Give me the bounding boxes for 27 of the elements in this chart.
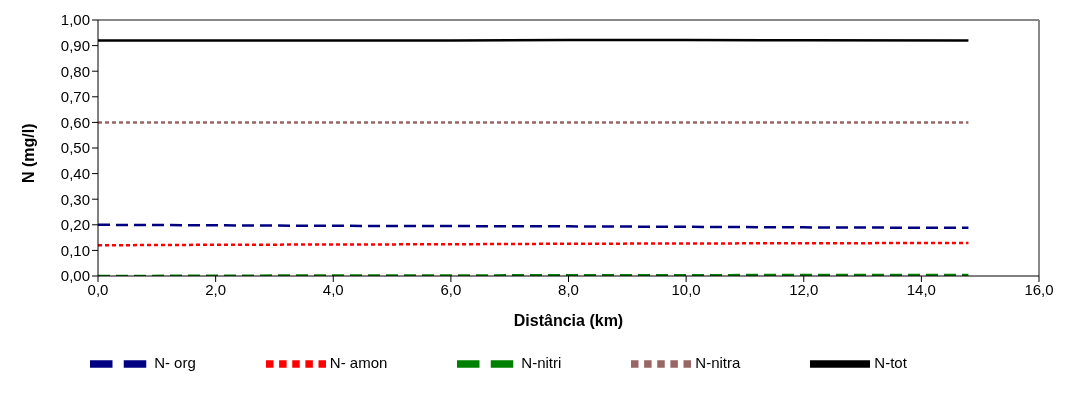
y-tick-label: 0,80 <box>60 62 90 80</box>
legend-label: N- amon <box>329 353 388 371</box>
x-tick-label: 0,0 <box>87 280 109 298</box>
y-tick-label: 0,40 <box>60 164 90 182</box>
x-tick-label: 2,0 <box>205 280 227 298</box>
y-tick-label: 0,20 <box>60 216 90 234</box>
x-tick-label: 10,0 <box>671 280 701 298</box>
legend-label: N-nitri <box>521 353 562 371</box>
x-tick-label: 14,0 <box>906 280 936 298</box>
y-tick-label: 0,50 <box>60 139 90 157</box>
x-tick-label: 16,0 <box>1024 280 1054 298</box>
x-axis-title: Distância (km) <box>513 312 624 329</box>
x-tick-label: 12,0 <box>789 280 819 298</box>
y-tick-label: 0,70 <box>60 88 90 106</box>
legend-label: N- org <box>154 353 196 371</box>
x-tick-label: 6,0 <box>440 280 462 298</box>
legend-label: N-nitra <box>695 353 741 371</box>
x-tick-label: 4,0 <box>322 280 344 298</box>
y-tick-label: 0,90 <box>60 36 90 54</box>
y-axis-title: N (mg/l) <box>19 123 37 183</box>
y-tick-label: 0,00 <box>60 267 90 285</box>
y-tick-label: 0,10 <box>60 241 90 259</box>
y-tick-label: 0,30 <box>60 190 90 208</box>
y-tick-label: 0,60 <box>60 113 90 131</box>
legend-label: N-tot <box>874 353 907 371</box>
y-tick-label: 1,00 <box>60 11 90 29</box>
x-tick-label: 8,0 <box>558 280 579 298</box>
